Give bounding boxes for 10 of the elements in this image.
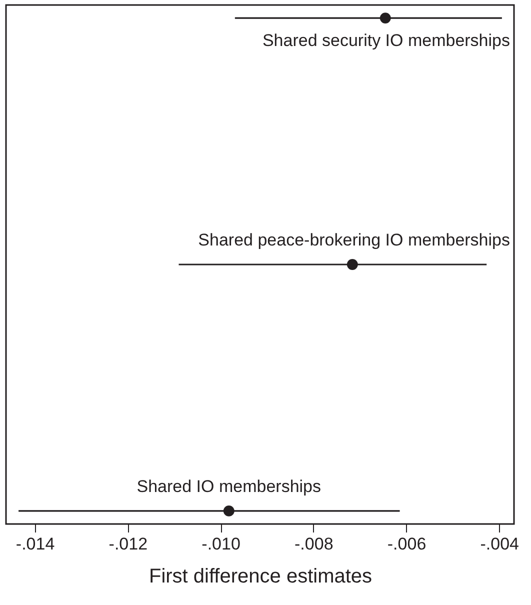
y-tick-label: Shared peace-brokering IO memberships (198, 230, 510, 250)
x-tick-label: -.006 (387, 534, 426, 554)
x-tick-label: -.010 (202, 534, 240, 554)
x-tick-label: -.008 (294, 534, 334, 554)
y-tick-label: Shared IO memberships (136, 476, 322, 496)
x-tick-label: -.014 (16, 534, 55, 554)
x-axis-title: First difference estimates (148, 566, 372, 588)
x-tick-label: -.012 (108, 534, 148, 554)
y-tick-label: Shared security IO memberships (262, 31, 510, 50)
x-tick-label: -.004 (480, 534, 520, 554)
